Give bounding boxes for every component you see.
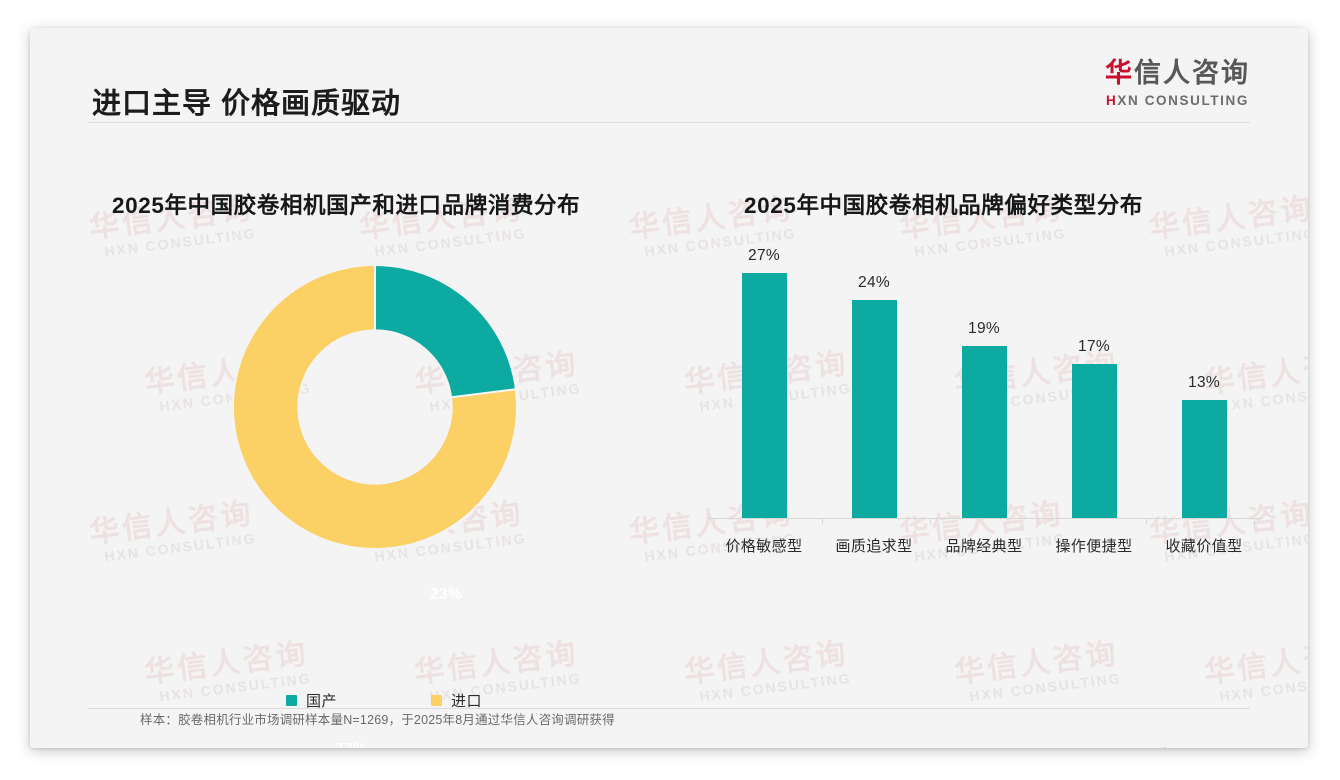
bar-column[interactable]: 24%: [824, 274, 924, 518]
axis-tick: [1038, 519, 1039, 524]
slide-footer: ©2025.10 HXR华信人咨询 www.hxrcon.com: [30, 732, 1308, 748]
logo-en-rest: XN CONSULTING: [1117, 93, 1249, 108]
header-divider: [88, 122, 1250, 123]
watermark-english: HXN CONSULTING: [1218, 669, 1308, 704]
bar-chart-ticks: [714, 519, 1255, 524]
bar[interactable]: [851, 300, 897, 518]
legend-swatch-domestic: [285, 695, 297, 706]
bar-value-label: 13%: [1188, 374, 1220, 392]
right-chart-title: 2025年中国胶卷相机品牌偏好类型分布: [744, 193, 1143, 218]
bar-chart-category-labels: 价格敏感型 画质追求型 品牌经典型 操作便捷型 收藏价值型: [714, 535, 1254, 556]
logo-english-text: HXN CONSULTING: [1105, 94, 1250, 108]
bar-chart-axis-line: [708, 518, 1260, 519]
bar-category-label: 操作便捷型: [1055, 538, 1133, 555]
legend-swatch-imported: [431, 695, 442, 706]
legend-label-domestic: 国产: [305, 693, 337, 710]
legend-item-imported[interactable]: 进口: [431, 690, 482, 711]
right-chart-panel: 2025年中国胶卷相机品牌偏好类型分布 27% 24% 19% 17% 13% 价格敏感…: [702, 188, 1262, 668]
axis-tick: [822, 519, 823, 524]
axis-tick: [1254, 519, 1255, 524]
donut-chart: 23% 77% 国产 进口: [84, 262, 684, 748]
logo-cn-rest: 信人咨询: [1134, 58, 1250, 88]
bar[interactable]: [741, 273, 787, 518]
bar-category-label: 品牌经典型: [945, 538, 1023, 555]
logo-chinese-text: 华信人咨询: [1105, 60, 1250, 87]
slide-header: 进口主导 价格画质驱动 华信人咨询 HXN CONSULTING: [30, 28, 1308, 122]
bar-category-label: 画质追求型: [835, 538, 913, 555]
bar-chart-columns: 27% 24% 19% 17% 13%: [714, 247, 1254, 518]
bar-column[interactable]: 19%: [934, 320, 1034, 518]
copyright-text: ©2025.10 HXR华信人咨询: [106, 745, 262, 748]
bar[interactable]: [1071, 363, 1117, 518]
donut-label-teal: 23%: [430, 586, 463, 603]
bar-column[interactable]: 27%: [714, 247, 814, 518]
bar-chart: 27% 24% 19% 17% 13% 价格敏感型 画质追求型 品牌经典型 操作便捷型 收藏价值…: [702, 247, 1262, 580]
donut-label-amber: 77%: [335, 741, 368, 748]
axis-tick: [714, 519, 715, 524]
website-text[interactable]: www.hxrcon.com: [1133, 746, 1230, 748]
donut-legend: 国产 进口: [84, 690, 684, 711]
bar[interactable]: [961, 345, 1007, 518]
bar-category-label: 价格敏感型: [725, 538, 803, 555]
bar-category-label: 收藏价值型: [1165, 538, 1243, 555]
donut-slice[interactable]: [374, 263, 517, 399]
legend-label-imported: 进口: [451, 693, 483, 710]
watermark-english: HXN CONSULTING: [698, 669, 853, 704]
company-logo: 华信人咨询 HXN CONSULTING: [1105, 60, 1250, 108]
logo-accent-char: 华: [1105, 58, 1134, 88]
left-chart-title: 2025年中国胶卷相机国产和进口品牌消费分布: [112, 193, 581, 218]
bar-value-label: 17%: [1078, 337, 1110, 355]
bar-value-label: 19%: [968, 319, 1000, 337]
watermark-english: HXN CONSULTING: [968, 669, 1123, 704]
bar-column[interactable]: 13%: [1154, 374, 1254, 518]
donut-svg: [232, 263, 518, 550]
donut-slice[interactable]: [232, 263, 518, 550]
bar[interactable]: [1181, 400, 1227, 518]
logo-en-accent: H: [1106, 93, 1118, 108]
slide-card: 华信人咨询 HXN CONSULTING 华信人咨询 HXN CONSULTING 华信…: [30, 28, 1308, 748]
page-title: 进口主导 价格画质驱动: [92, 88, 402, 120]
bar-value-label: 27%: [748, 247, 780, 264]
axis-tick: [1146, 519, 1147, 524]
footer-divider: [88, 708, 1250, 709]
bar-column[interactable]: 17%: [1044, 338, 1144, 518]
sample-footnote: 样本：胶卷相机行业市场调研样本量N=1269，于2025年8月通过华信人咨询调研…: [140, 713, 615, 727]
bar-value-label: 24%: [858, 274, 890, 292]
axis-tick: [930, 519, 931, 524]
left-chart-panel: 2025年中国胶卷相机国产和进口品牌消费分布 23% 77% 国产 进口: [84, 188, 684, 748]
legend-item-domestic[interactable]: 国产: [285, 690, 337, 711]
